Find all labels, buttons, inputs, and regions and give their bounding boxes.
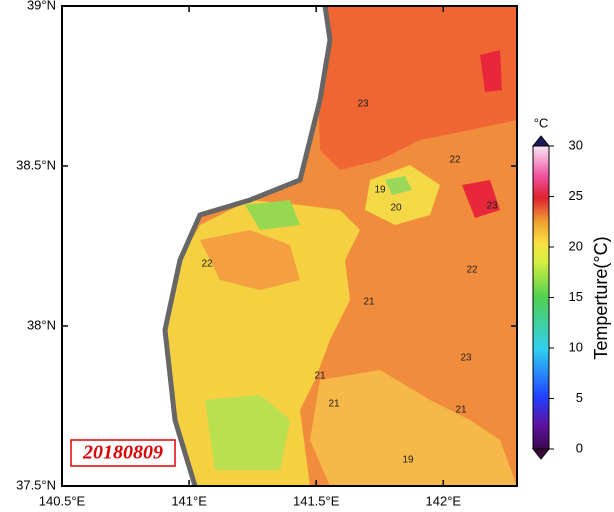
y-tick-label: 39°N <box>27 0 56 12</box>
cool-patch <box>385 176 412 195</box>
contour-label: 20 <box>390 203 402 214</box>
colorbar-tick-label: 15 <box>569 289 583 304</box>
contour-label: 22 <box>449 155 461 166</box>
colorbar-label: Temperture(°C) <box>591 236 611 359</box>
colorbar-unit: °C <box>534 115 549 130</box>
x-tick-label: 142°E <box>426 493 462 508</box>
contour-label: 23 <box>460 353 472 364</box>
green-patch <box>205 395 290 470</box>
colorbar-tick-label: 5 <box>576 390 583 405</box>
colorbar-over <box>531 135 551 147</box>
contour-label: 21 <box>363 297 375 308</box>
colorbar-tick-label: 30 <box>569 137 583 152</box>
orange-patch <box>200 230 300 290</box>
y-tick-label: 37.5°N <box>16 477 56 492</box>
axes: 140.5°E 141°E 141.5°E 142°E 37.5°N 38°N 38.5°N… <box>16 0 517 508</box>
contour-label: 21 <box>455 405 467 416</box>
colorbar-ramp <box>532 145 550 450</box>
colorbar-tick-label: 20 <box>569 238 583 253</box>
contour-label: 22 <box>466 265 478 276</box>
colorbar-tick-label: 10 <box>569 339 583 354</box>
date-label: 20180809 <box>82 442 163 464</box>
green-patch <box>245 200 300 230</box>
colorbar-under <box>531 448 551 460</box>
date-box <box>70 439 176 467</box>
contour-label: 19 <box>374 185 386 196</box>
contour-label: 23 <box>357 99 369 110</box>
x-tick-label: 140.5°E <box>39 493 86 508</box>
south-patch <box>310 370 517 486</box>
contour-label: 22 <box>201 259 213 270</box>
hot-spot <box>462 180 500 218</box>
contour-label: 19 <box>402 455 414 466</box>
contour-label: 21 <box>328 399 340 410</box>
x-tick-label: 141°E <box>171 493 207 508</box>
contour-label: 21 <box>314 371 326 382</box>
land <box>62 6 330 486</box>
colorbar-tick-label: 25 <box>569 188 583 203</box>
y-tick-label: 38°N <box>27 317 56 332</box>
contour-label: 23 <box>486 201 498 212</box>
hot-spot <box>480 50 502 92</box>
warm-north <box>318 6 517 170</box>
map-frame <box>61 5 518 487</box>
contour-labels: 23 22 19 20 23 22 22 21 21 23 21 21 19 <box>201 99 498 466</box>
colorbar-tick-label: 0 <box>576 440 583 455</box>
temperature-field <box>62 6 517 486</box>
colorbar: °C Temperture(°C) 0 5 10 15 20 25 30 <box>531 115 611 460</box>
cool-patch <box>365 165 440 225</box>
y-tick-label: 38.5°N <box>16 157 56 172</box>
coastline <box>162 6 333 486</box>
x-tick-label: 141.5°E <box>293 493 340 508</box>
